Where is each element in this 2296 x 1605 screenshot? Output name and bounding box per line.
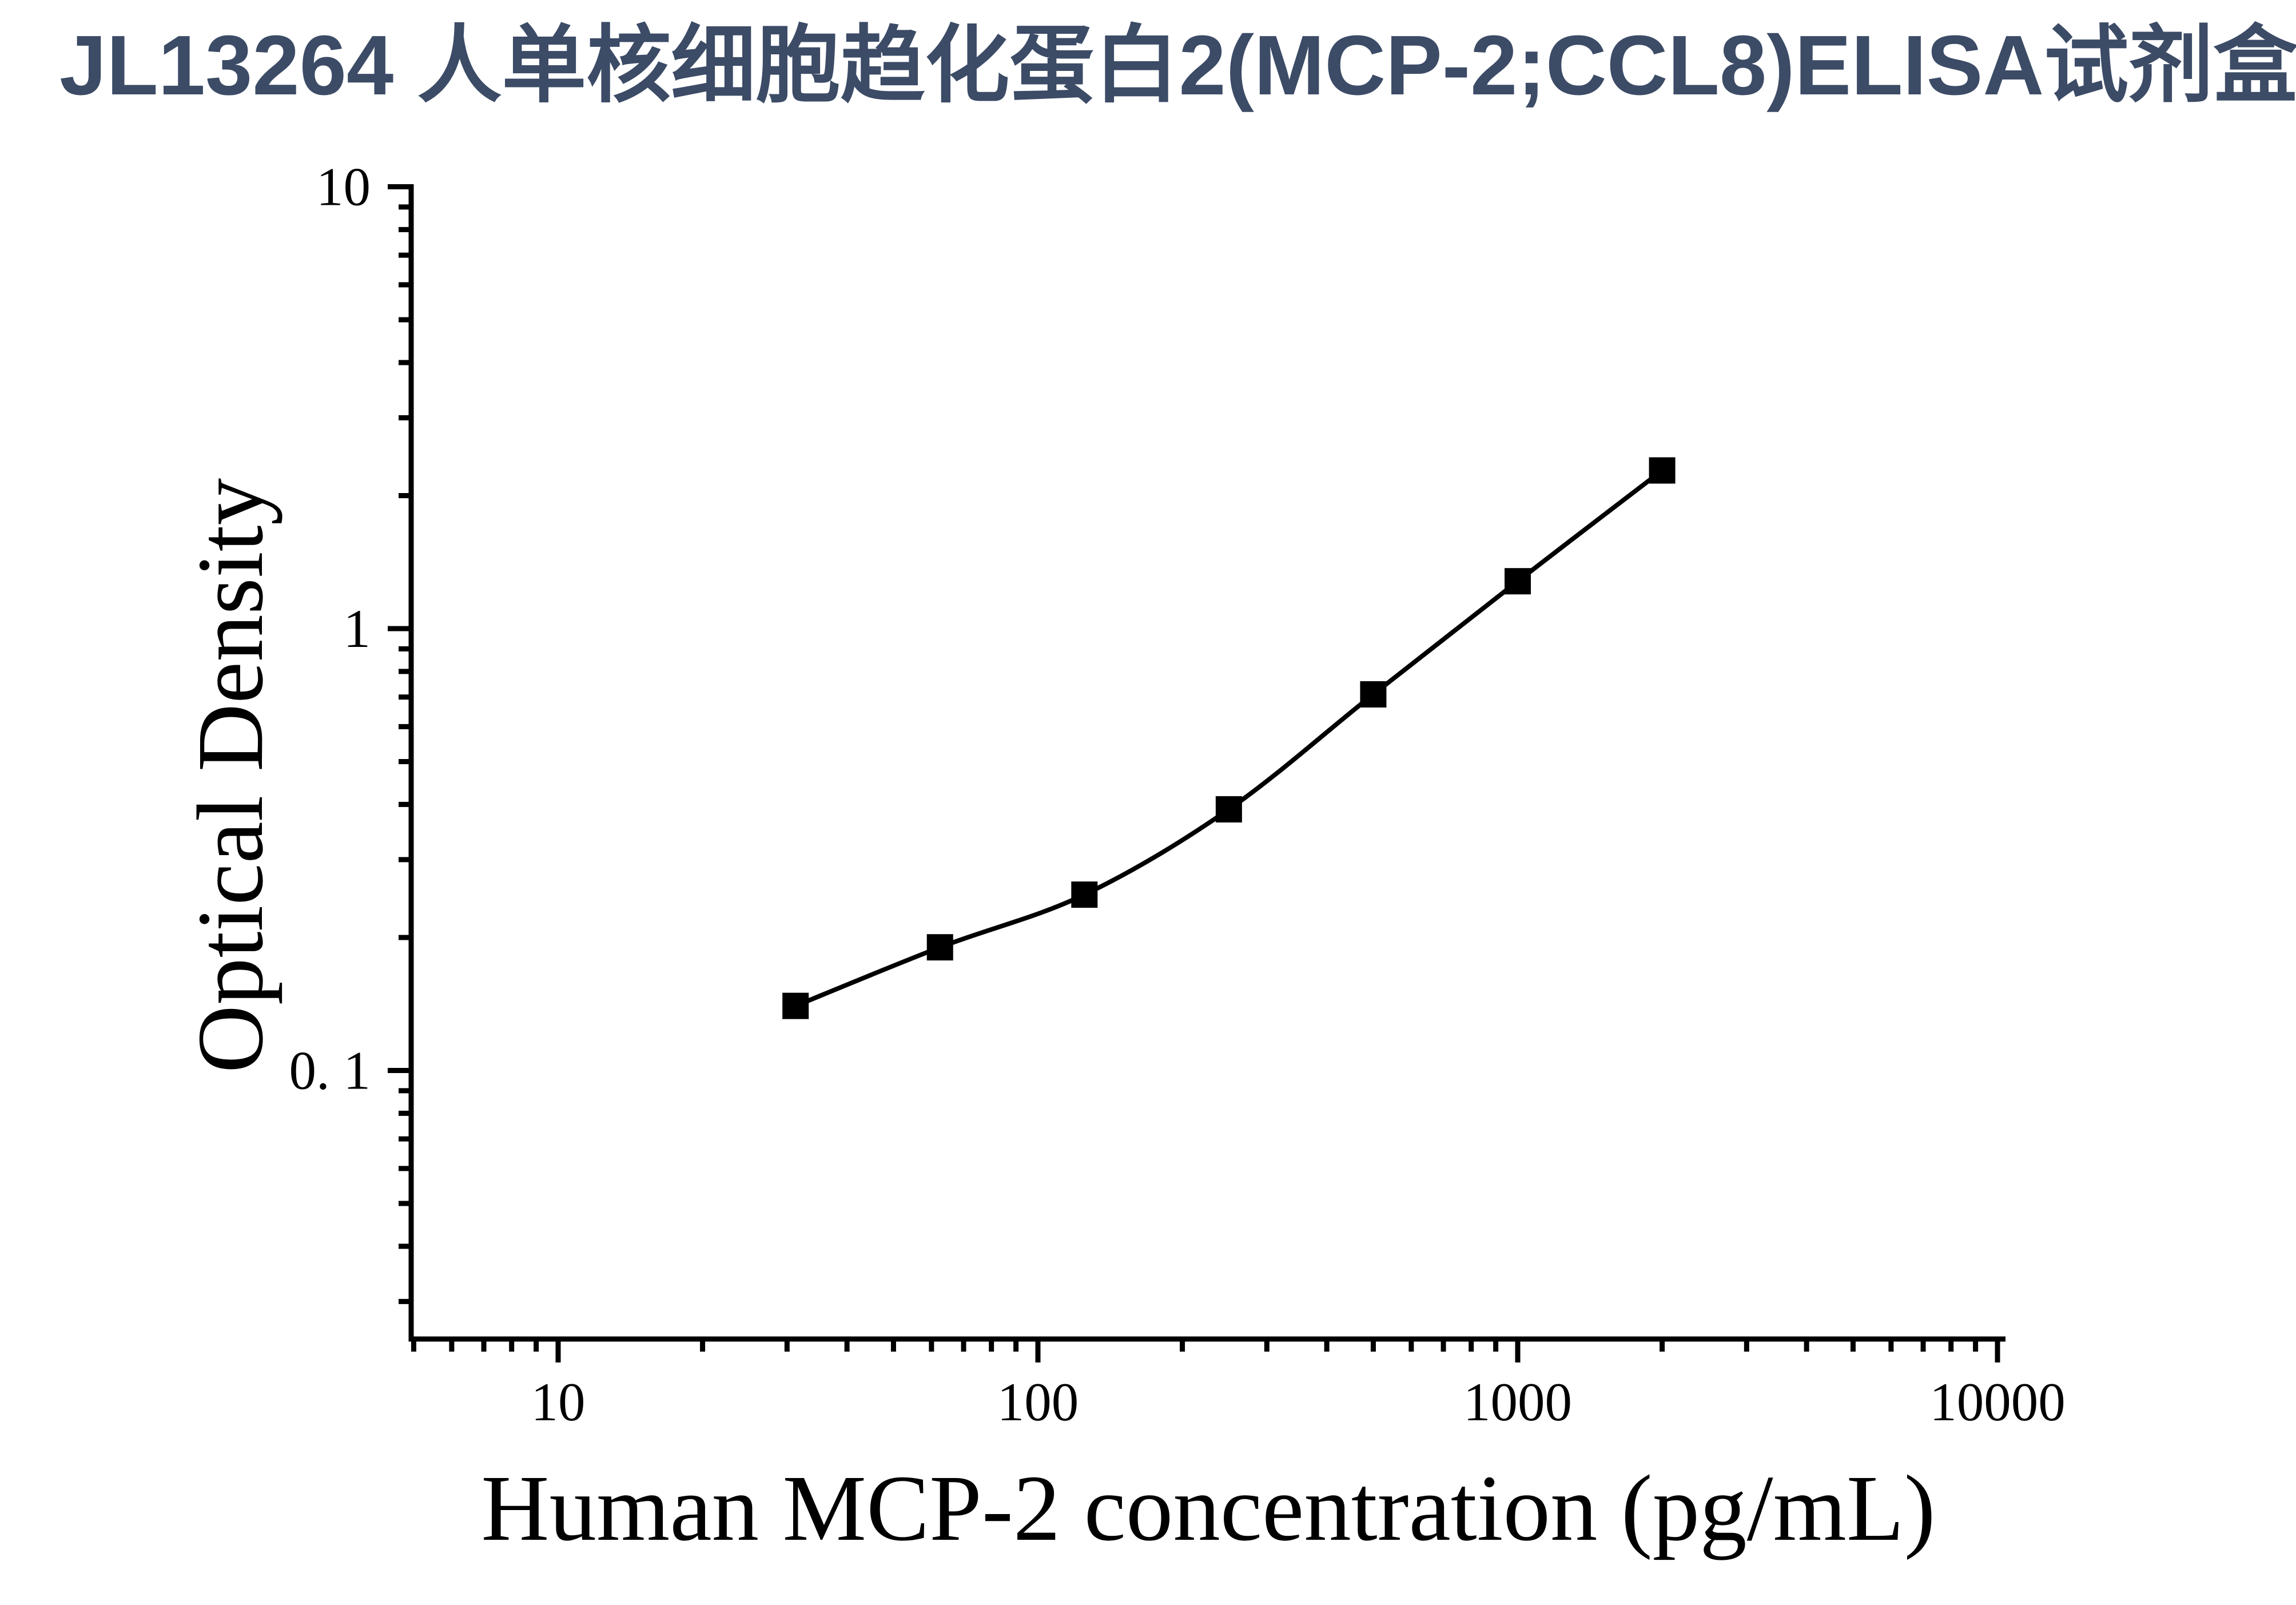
data-point-marker <box>1505 568 1531 595</box>
x-tick-label: 10 <box>531 1372 586 1432</box>
fit-curve <box>794 468 1664 1008</box>
axes <box>408 184 2005 1342</box>
data-point-marker <box>1649 457 1676 484</box>
axis-ticks <box>388 184 2000 1362</box>
y-tick-label: 1 <box>344 598 371 659</box>
x-axis-title: Human MCP-2 concentration (pg/mL) <box>481 1456 1935 1560</box>
y-axis-title: Optical Density <box>178 478 282 1073</box>
data-point-marker <box>1360 681 1387 708</box>
y-tick-label: 10 <box>316 157 371 217</box>
y-tick-label: 0. 1 <box>289 1040 371 1101</box>
x-tick-label: 1000 <box>1463 1372 1572 1432</box>
axis-frame <box>408 184 2005 1342</box>
x-tick-label: 100 <box>997 1372 1079 1432</box>
data-series <box>782 457 1676 1019</box>
data-point-marker <box>926 934 953 961</box>
data-point-marker <box>1071 881 1098 908</box>
x-tick-label: 10000 <box>1929 1372 2066 1432</box>
page-title: JL13264 人单核细胞趋化蛋白2(MCP-2;CCL8)ELISA试剂盒 <box>59 18 2296 113</box>
data-point-marker <box>782 992 809 1019</box>
data-point-marker <box>1215 796 1242 823</box>
tick-labels: 10 100 1000 10000 10 1 0. 1 <box>289 157 2066 1433</box>
